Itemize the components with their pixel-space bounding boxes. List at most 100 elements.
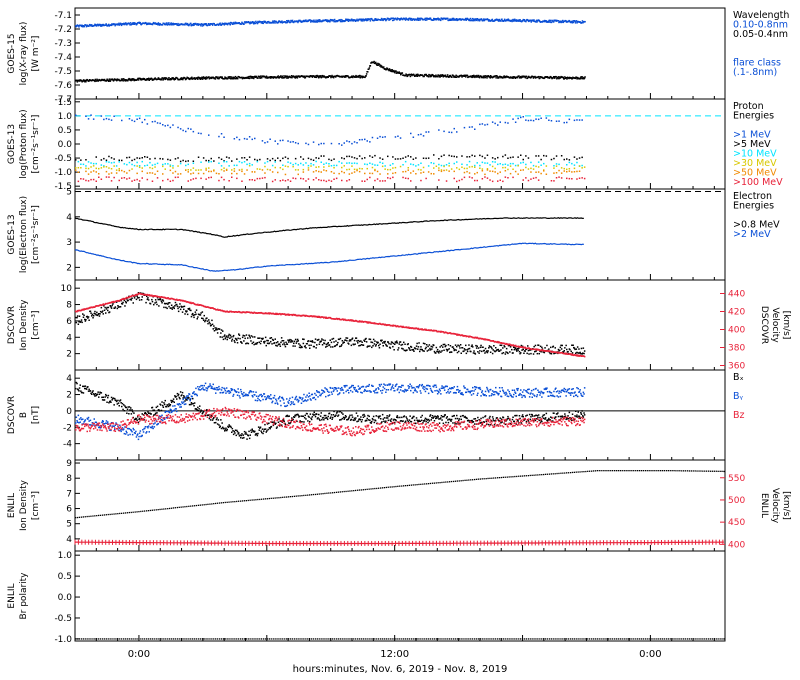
data-point [256, 22, 259, 25]
data-point [361, 168, 363, 170]
data-point [533, 345, 535, 348]
data-point [105, 395, 108, 397]
right-y-tick-label: 380 [728, 344, 745, 354]
data-point [175, 23, 178, 25]
data-point [200, 177, 202, 180]
data-point [246, 342, 248, 344]
data-point [518, 20, 520, 22]
data-point [442, 76, 445, 78]
data-point [456, 161, 458, 163]
data-point [153, 303, 155, 306]
data-point [118, 161, 120, 163]
data-point [481, 178, 484, 180]
data-point [216, 423, 219, 425]
data-point [90, 178, 92, 181]
data-point [562, 19, 564, 22]
data-point [573, 171, 576, 173]
data-point [287, 140, 289, 142]
data-point [75, 114, 77, 116]
data-point [544, 347, 546, 349]
data-point [196, 77, 198, 79]
data-point [577, 352, 579, 354]
data-point [105, 166, 108, 168]
data-point [366, 178, 368, 181]
data-point [290, 420, 292, 422]
data-point [290, 76, 292, 79]
data-point [466, 167, 468, 170]
data-point [566, 164, 568, 166]
data-point [471, 75, 474, 77]
data-point [526, 77, 529, 79]
data-point [355, 337, 358, 339]
data-point [94, 395, 96, 397]
data-point [92, 393, 95, 395]
data-point [80, 320, 82, 323]
data-point [305, 347, 307, 349]
data-point [357, 342, 359, 344]
data-point [193, 316, 195, 319]
data-point [211, 24, 214, 26]
data-point [432, 74, 434, 76]
series--1-mev [75, 114, 583, 146]
data-point [96, 78, 98, 81]
data-point [374, 340, 376, 342]
y-tick-label: 6 [66, 317, 72, 327]
data-point [245, 433, 248, 435]
data-point [185, 130, 187, 133]
data-point [442, 18, 444, 21]
data-point [94, 78, 97, 81]
data-point [130, 413, 133, 415]
data-point [347, 18, 349, 21]
data-point [484, 176, 486, 178]
data-point [365, 18, 367, 21]
data-point [121, 159, 123, 162]
data-point [417, 327, 420, 330]
data-point [116, 23, 119, 25]
data-point [311, 76, 314, 78]
data-point [338, 160, 340, 163]
data-point [273, 21, 275, 23]
data-point [441, 75, 443, 77]
data-point [167, 297, 170, 299]
data-point [417, 348, 419, 350]
data-point [233, 430, 236, 433]
data-point [558, 77, 560, 80]
data-point [191, 76, 193, 79]
data-point [95, 167, 97, 170]
data-point [348, 155, 351, 158]
data-point [450, 168, 453, 170]
data-point [530, 171, 532, 173]
data-point [312, 21, 315, 23]
data-point [468, 344, 470, 346]
data-point [122, 301, 124, 304]
data-point [499, 179, 501, 181]
data-point [369, 155, 371, 157]
data-point [154, 77, 156, 79]
data-point [166, 24, 169, 26]
data-point [484, 76, 487, 79]
data-point [344, 20, 347, 22]
data-point [367, 71, 369, 73]
data-point [248, 165, 251, 167]
data-point [519, 76, 521, 79]
data-point [247, 76, 249, 78]
data-point [330, 165, 333, 167]
data-point [312, 141, 315, 143]
y-tick-label: -7.2 [54, 25, 72, 35]
data-point [412, 163, 415, 166]
data-point [463, 167, 466, 170]
data-point [296, 20, 299, 23]
data-point [245, 334, 248, 336]
data-point [304, 76, 307, 79]
data-point [545, 20, 547, 22]
data-point [562, 351, 565, 354]
data-point [548, 19, 551, 22]
data-point [251, 76, 254, 78]
data-point [497, 124, 499, 126]
data-point [325, 20, 328, 22]
data-point [302, 75, 304, 77]
data-point [465, 344, 467, 347]
data-point [243, 430, 246, 433]
data-point [557, 77, 559, 79]
data-point [229, 24, 231, 26]
